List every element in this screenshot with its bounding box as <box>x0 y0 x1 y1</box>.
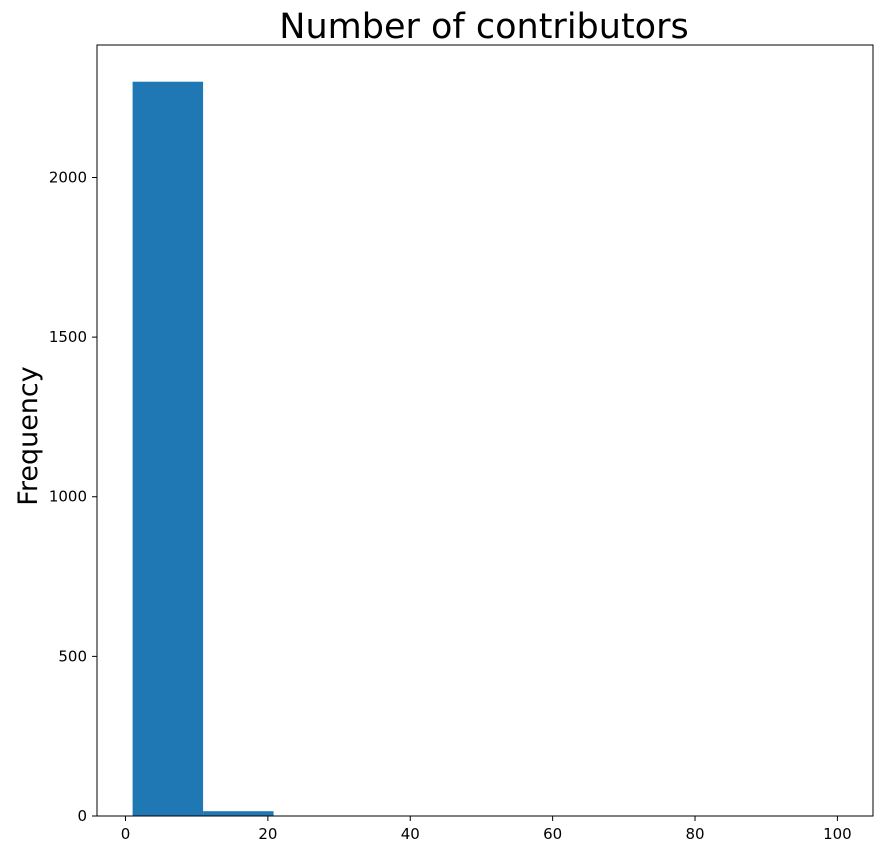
x-tick-label: 60 <box>543 825 562 843</box>
y-axis-label: Frequency <box>13 366 44 506</box>
bars-group <box>132 81 838 816</box>
y-tick-label: 1500 <box>49 328 87 346</box>
y-tick-label: 0 <box>77 807 87 825</box>
histogram-bar-0 <box>132 81 204 816</box>
chart-title: Number of contributors <box>279 7 688 47</box>
y-tick-label: 1000 <box>49 488 87 506</box>
y-tick-label: 2000 <box>49 168 87 186</box>
x-tick-label: 20 <box>258 825 277 843</box>
plot-frame <box>96 44 874 817</box>
histogram-bar-1 <box>203 811 274 816</box>
x-tick-label: 100 <box>823 825 852 843</box>
y-axis: 0 500 1000 1500 2000 <box>49 168 97 825</box>
x-axis: 0 20 40 60 80 100 <box>121 816 852 843</box>
y-tick-label: 500 <box>58 647 87 665</box>
x-tick-label: 0 <box>121 825 131 843</box>
x-tick-label: 80 <box>685 825 704 843</box>
x-tick-label: 40 <box>401 825 420 843</box>
